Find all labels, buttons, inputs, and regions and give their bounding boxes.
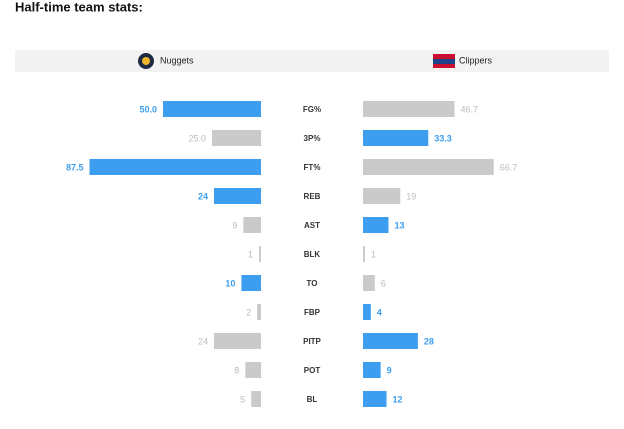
- bar: [363, 130, 429, 146]
- bar: [212, 130, 261, 146]
- bar: [363, 159, 494, 175]
- value-label: 9: [232, 220, 237, 230]
- bar: [213, 188, 261, 204]
- bar: [363, 333, 418, 349]
- value-label: 19: [406, 191, 416, 201]
- title: Half-time team stats:: [15, 0, 143, 14]
- stat-label: REB: [304, 192, 321, 201]
- stat-label: POT: [304, 366, 321, 375]
- value-label: 6: [381, 278, 386, 288]
- bar: [363, 246, 365, 262]
- stat-label: TO: [307, 279, 318, 288]
- stat-label: AST: [304, 221, 320, 230]
- value-label: 46.7: [461, 104, 479, 114]
- value-label: 8: [234, 365, 239, 375]
- value-label: 87.5: [66, 162, 84, 172]
- value-label: 13: [394, 220, 404, 230]
- value-label: 5: [240, 394, 245, 404]
- clippers-logo-stripe: [433, 59, 455, 64]
- team-name: Clippers: [459, 55, 493, 65]
- value-label: 2: [246, 307, 251, 317]
- stat-label: 3P%: [304, 134, 321, 143]
- value-label: 4: [377, 307, 382, 317]
- stat-label: FG%: [303, 105, 321, 114]
- bar: [163, 101, 261, 117]
- bar: [245, 362, 261, 378]
- stat-label: FBP: [304, 308, 321, 317]
- value-label: 9: [387, 365, 392, 375]
- stat-label: BLK: [304, 250, 321, 259]
- bar: [257, 304, 261, 320]
- bar: [363, 217, 389, 233]
- bar: [241, 275, 261, 291]
- value-label: 10: [225, 278, 235, 288]
- stat-label: BL: [307, 395, 318, 404]
- bar: [251, 391, 261, 407]
- stat-label: PITP: [303, 337, 321, 346]
- value-label: 12: [393, 394, 403, 404]
- value-label: 24: [198, 191, 208, 201]
- bar: [259, 246, 261, 262]
- value-label: 66.7: [500, 162, 518, 172]
- bar: [363, 362, 381, 378]
- value-label: 25.0: [188, 133, 206, 143]
- value-label: 33.3: [434, 133, 452, 143]
- bar: [363, 391, 387, 407]
- value-label: 1: [248, 249, 253, 259]
- value-label: 1: [371, 249, 376, 259]
- nuggets-logo-inner: [142, 57, 150, 65]
- value-label: 24: [198, 336, 208, 346]
- bar: [363, 188, 401, 204]
- header-band: [15, 50, 609, 72]
- value-label: 50.0: [139, 104, 157, 114]
- bar: [213, 333, 261, 349]
- bar: [363, 304, 371, 320]
- bar: [363, 275, 375, 291]
- stat-label: FT%: [304, 163, 321, 172]
- bar: [89, 159, 261, 175]
- bar: [243, 217, 261, 233]
- team-name: Nuggets: [160, 55, 194, 65]
- bar: [363, 101, 455, 117]
- value-label: 28: [424, 336, 434, 346]
